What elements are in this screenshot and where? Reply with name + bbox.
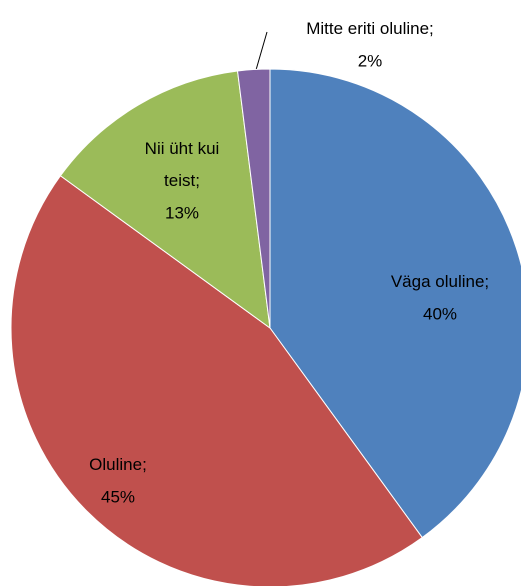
pie-slice	[10, 175, 423, 586]
pie-slice	[59, 70, 271, 330]
category-label: Nii üht kui teist;	[145, 139, 220, 190]
category-label: Mitte eriti oluline;	[306, 19, 434, 38]
pie-slice	[269, 68, 521, 539]
value-label: 2%	[358, 51, 383, 70]
value-label: 13%	[165, 203, 199, 222]
leader-line	[255, 31, 268, 71]
category-label: Väga oluline;	[391, 272, 489, 291]
pie-slice	[236, 68, 271, 329]
category-label: Oluline;	[89, 455, 147, 474]
value-label: 40%	[423, 304, 457, 323]
value-label: 45%	[101, 487, 135, 506]
